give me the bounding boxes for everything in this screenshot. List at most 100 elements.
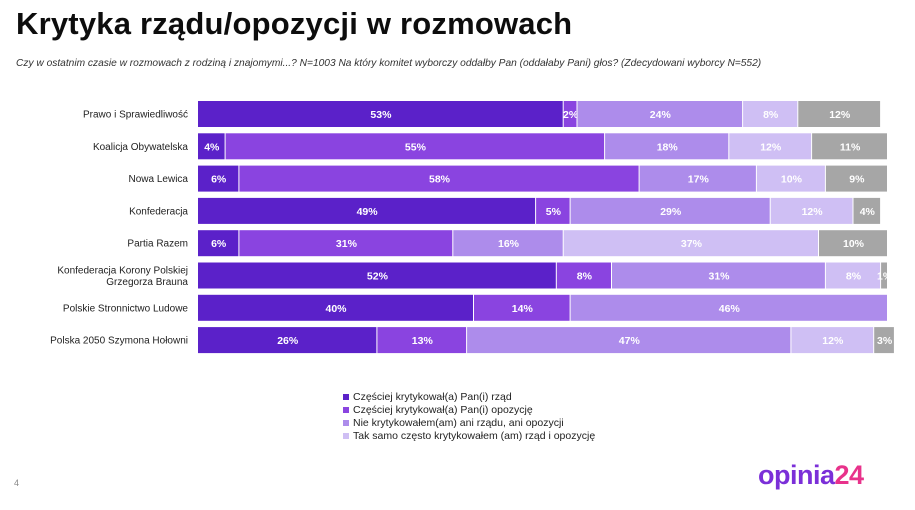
data-label: 16% (498, 238, 520, 250)
category-label: Prawo i Sprawiedliwość (83, 110, 188, 121)
data-label: 49% (357, 206, 379, 218)
data-label: 31% (336, 238, 358, 250)
bar-segment (198, 327, 377, 354)
bar-segment (198, 230, 239, 257)
data-label: 2% (563, 109, 579, 121)
bar-segment (770, 197, 853, 224)
bar-segment (812, 133, 887, 160)
legend-item: Tak samo często krytykowałem (am) rząd i… (343, 429, 595, 442)
stacked-bar-chart: Prawo i Sprawiedliwość 53% 2% 24% 8% 12% Koali… (50, 101, 894, 354)
legend-item: Częściej krytykował(a) Pan(i) rząd (343, 390, 595, 403)
legend-swatch (343, 406, 349, 413)
data-label: 3% (877, 335, 893, 347)
bar-segment (556, 262, 611, 289)
legend-swatch (343, 393, 349, 400)
category-label: Partia Razem (127, 239, 188, 250)
data-label: 31% (708, 271, 730, 283)
legend-label: Nie krytykowałem(am) ani rządu, ani opoz… (353, 416, 564, 429)
bar-segment (743, 101, 798, 127)
data-label: 4% (860, 206, 876, 218)
bar-segment (791, 327, 874, 354)
logo-text-part1: opinia (758, 460, 835, 490)
data-label: 26% (277, 335, 299, 347)
bar-segment (819, 230, 887, 257)
data-label: 9% (849, 174, 865, 186)
bar-segment (225, 133, 605, 160)
data-label: 17% (688, 174, 710, 186)
category-label: Koalicja Obywatelska (93, 142, 188, 153)
data-label: 10% (843, 238, 865, 250)
bar-segment (612, 262, 825, 289)
bar-segment (198, 165, 239, 192)
data-label: 8% (846, 271, 862, 283)
data-label: 29% (660, 206, 682, 218)
opinia24-logo: opinia24 (758, 460, 864, 491)
bar-segment (536, 197, 570, 224)
data-label: 14% (512, 303, 534, 315)
category-label: Nowa Lewica (129, 174, 189, 185)
data-label: 12% (760, 141, 782, 153)
chart-legend: Częściej krytykował(a) Pan(i) rząd Części… (343, 390, 595, 442)
bar-segment (756, 165, 825, 192)
data-label: 12% (822, 335, 844, 347)
legend-swatch (343, 432, 349, 439)
chart-subtitle: Czy w ostatnim czasie w rozmowach z rodz… (16, 58, 762, 69)
data-label: 12% (829, 109, 851, 121)
data-label: 6% (211, 174, 227, 186)
bar-segment (798, 101, 881, 127)
data-label: 53% (370, 109, 392, 121)
bar-segment (874, 327, 894, 354)
bar-segment (239, 165, 639, 192)
bar-segment (198, 101, 563, 127)
bar-segment (605, 133, 729, 160)
data-label: 18% (657, 141, 679, 153)
data-label: 8% (763, 109, 779, 121)
legend-item: Nie krytykowałem(am) ani rządu, ani opoz… (343, 416, 595, 429)
bar-segment (239, 230, 453, 257)
data-label: 4% (204, 141, 220, 153)
bar-segment (198, 294, 473, 321)
legend-item: Częściej krytykował(a) Pan(i) opozycję (343, 403, 595, 416)
category-label: Konfederacja (129, 206, 188, 217)
page-title: Krytyka rządu/opozycji w rozmowach (16, 6, 573, 41)
data-label: 24% (650, 109, 672, 121)
data-label: 55% (405, 141, 427, 153)
legend-label: Częściej krytykował(a) Pan(i) opozycję (353, 403, 533, 416)
category-label: Polskie Stronnictwo Ludowe (63, 303, 189, 314)
bar-segment (729, 133, 812, 160)
bar-segment (639, 165, 756, 192)
data-label: 8% (577, 271, 593, 283)
data-label: 52% (367, 271, 389, 283)
bar-segment (853, 197, 881, 224)
data-label: 58% (429, 174, 451, 186)
bar-segment (570, 197, 770, 224)
data-label: 6% (211, 238, 227, 250)
data-label: 40% (325, 303, 347, 315)
data-label: 12% (802, 206, 824, 218)
data-label: 11% (840, 141, 861, 153)
bar-segment (474, 294, 570, 321)
bar-segment (563, 230, 818, 257)
bar-segment (881, 262, 887, 289)
bar-segment (198, 197, 536, 224)
category-label: Polska 2050 Szymona Hołowni (50, 336, 188, 347)
bar-segment (453, 230, 563, 257)
bar-segment (377, 327, 467, 354)
bar-segment (825, 262, 881, 289)
legend-swatch (343, 419, 349, 426)
bar-segment (825, 165, 887, 192)
logo-text-part2: 24 (834, 460, 865, 490)
page-number: 4 (14, 478, 20, 488)
legend-label: Częściej krytykował(a) Pan(i) rząd (353, 390, 512, 403)
data-label: 37% (681, 238, 703, 250)
bar-segment (467, 327, 791, 354)
data-label: 47% (619, 335, 641, 347)
bar-segment (198, 133, 225, 160)
data-label: 1% (877, 271, 893, 283)
bar-segment (570, 294, 887, 321)
data-label: 46% (719, 303, 741, 315)
data-label: 13% (412, 335, 434, 347)
bar-segment (577, 101, 743, 127)
data-label: 5% (546, 206, 562, 218)
category-label: Konfederacja Korony Polskiej Grzegorza Br… (57, 266, 188, 289)
